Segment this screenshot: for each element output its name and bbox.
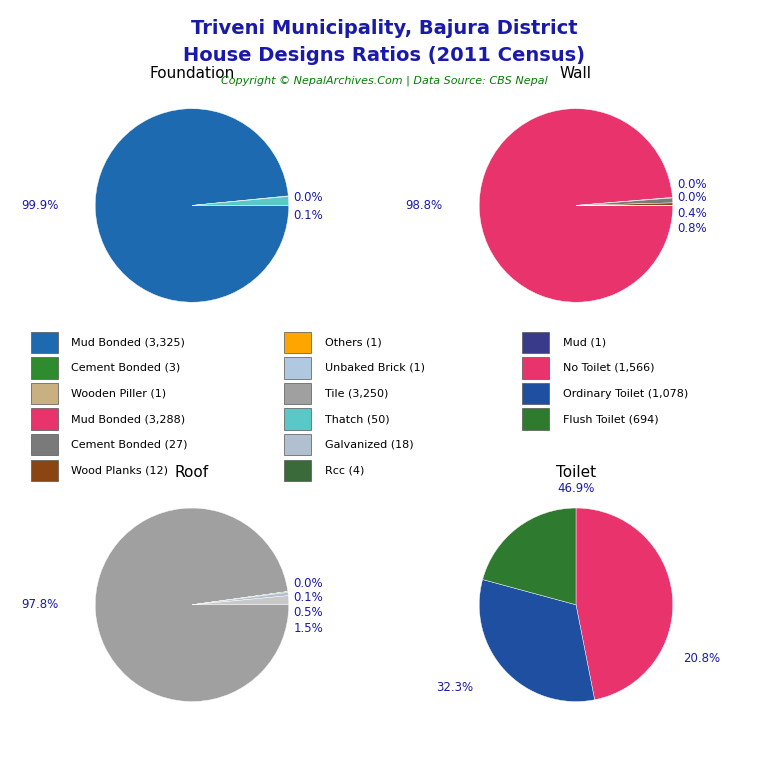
Text: Tile (3,250): Tile (3,250) (325, 389, 389, 399)
Wedge shape (95, 109, 289, 302)
Wedge shape (192, 196, 288, 206)
Bar (31, 409, 58, 430)
Wedge shape (192, 592, 288, 605)
Text: Mud (1): Mud (1) (563, 337, 606, 347)
Text: 0.1%: 0.1% (293, 209, 323, 222)
Text: Rcc (4): Rcc (4) (325, 465, 364, 475)
Text: 99.9%: 99.9% (21, 199, 58, 212)
Text: 97.8%: 97.8% (22, 598, 58, 611)
Wedge shape (576, 197, 673, 206)
Text: 0.0%: 0.0% (677, 177, 707, 190)
Bar (284, 382, 311, 404)
Text: 0.0%: 0.0% (293, 191, 323, 204)
Text: Triveni Municipality, Bajura District: Triveni Municipality, Bajura District (190, 19, 578, 38)
Text: House Designs Ratios (2011 Census): House Designs Ratios (2011 Census) (183, 46, 585, 65)
Title: Roof: Roof (175, 465, 209, 480)
Bar (31, 382, 58, 404)
Wedge shape (192, 591, 288, 605)
Bar (522, 409, 549, 430)
Text: Mud Bonded (3,288): Mud Bonded (3,288) (71, 414, 186, 424)
Text: 32.3%: 32.3% (436, 680, 474, 694)
Text: Flush Toilet (694): Flush Toilet (694) (563, 414, 659, 424)
Title: Wall: Wall (560, 65, 592, 81)
Title: Foundation: Foundation (149, 65, 235, 81)
Wedge shape (576, 198, 673, 206)
Wedge shape (192, 197, 289, 206)
Wedge shape (192, 596, 289, 605)
Text: 20.8%: 20.8% (684, 651, 720, 664)
Text: Others (1): Others (1) (325, 337, 382, 347)
Text: 46.9%: 46.9% (558, 482, 594, 495)
Bar (522, 357, 549, 379)
Wedge shape (576, 203, 673, 206)
Text: Wooden Piller (1): Wooden Piller (1) (71, 389, 167, 399)
Text: No Toilet (1,566): No Toilet (1,566) (563, 363, 654, 373)
Text: 0.5%: 0.5% (293, 606, 323, 619)
Text: 1.5%: 1.5% (293, 621, 323, 634)
Bar (31, 434, 58, 455)
Bar (284, 434, 311, 455)
Text: Thatch (50): Thatch (50) (325, 414, 389, 424)
Bar (31, 357, 58, 379)
Text: 0.0%: 0.0% (677, 191, 707, 204)
Wedge shape (479, 109, 673, 303)
Wedge shape (95, 508, 289, 701)
Bar (522, 382, 549, 404)
Text: 0.0%: 0.0% (293, 577, 323, 590)
Bar (31, 332, 58, 353)
Text: Galvanized (18): Galvanized (18) (325, 440, 413, 450)
Text: Cement Bonded (27): Cement Bonded (27) (71, 440, 188, 450)
Text: Unbaked Brick (1): Unbaked Brick (1) (325, 363, 425, 373)
Bar (284, 357, 311, 379)
Bar (522, 332, 549, 353)
Text: 0.4%: 0.4% (677, 207, 707, 220)
Bar (31, 459, 58, 481)
Text: Ordinary Toilet (1,078): Ordinary Toilet (1,078) (563, 389, 688, 399)
Wedge shape (479, 580, 594, 701)
Bar (284, 459, 311, 481)
Text: Cement Bonded (3): Cement Bonded (3) (71, 363, 180, 373)
Text: Copyright © NepalArchives.Com | Data Source: CBS Nepal: Copyright © NepalArchives.Com | Data Sou… (220, 75, 548, 86)
Text: 0.1%: 0.1% (293, 591, 323, 604)
Wedge shape (482, 508, 576, 605)
Wedge shape (576, 508, 673, 700)
Bar (284, 332, 311, 353)
Text: 98.8%: 98.8% (406, 199, 442, 212)
Title: Toilet: Toilet (556, 465, 596, 480)
Text: Mud Bonded (3,325): Mud Bonded (3,325) (71, 337, 185, 347)
Wedge shape (192, 591, 288, 605)
Text: 0.8%: 0.8% (677, 222, 707, 235)
Bar (284, 409, 311, 430)
Text: Wood Planks (12): Wood Planks (12) (71, 465, 168, 475)
